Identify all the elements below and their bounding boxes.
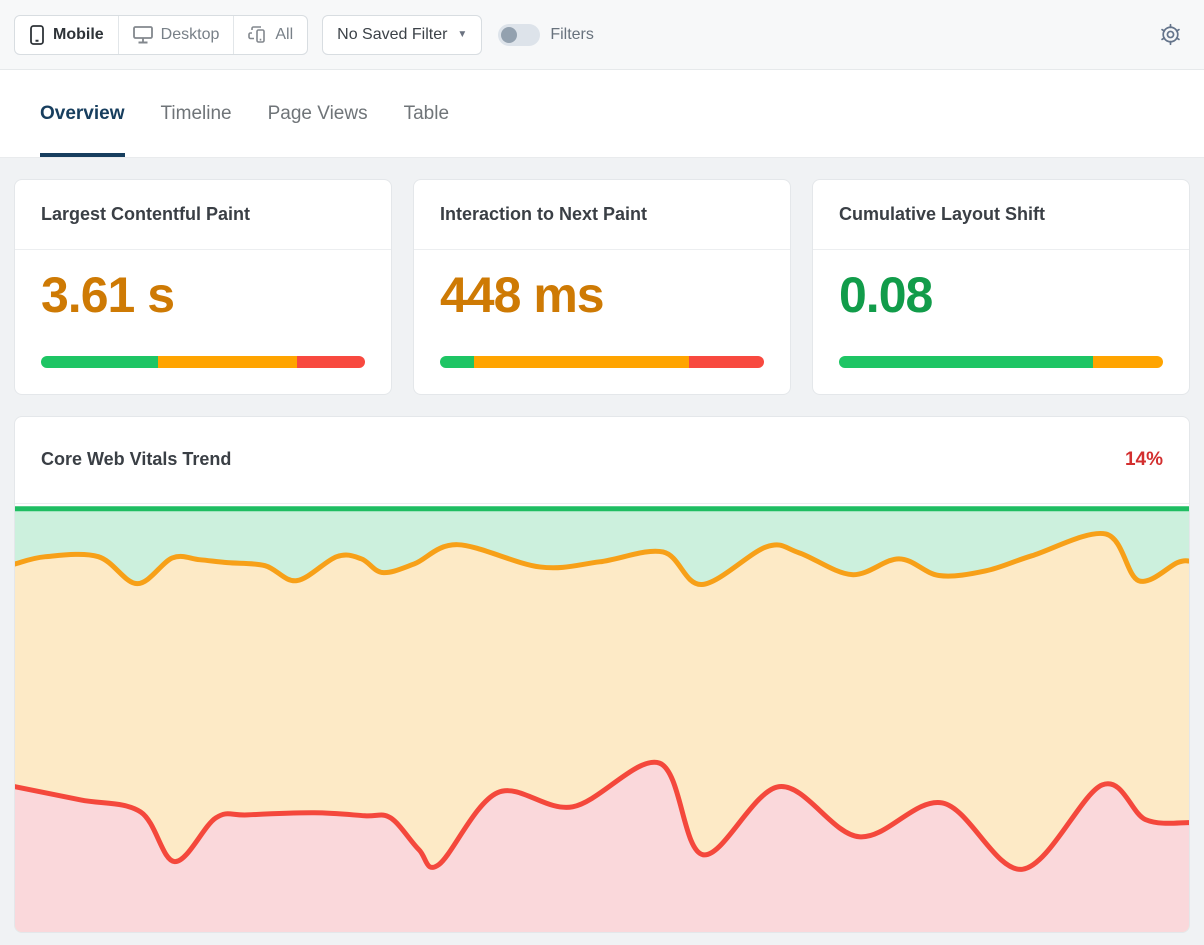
threshold-bar <box>839 356 1163 368</box>
device-tab-desktop[interactable]: Desktop <box>117 15 234 54</box>
toggle-knob <box>501 26 518 43</box>
trend-chart-svg <box>15 505 1189 932</box>
trend-title: Core Web Vitals Trend <box>41 449 232 470</box>
tab-timeline[interactable]: Timeline <box>161 70 232 157</box>
metric-title: Cumulative Layout Shift <box>839 204 1046 224</box>
tab-label: Table <box>403 102 450 124</box>
main-tabbar: Overview Timeline Page Views Table <box>0 70 1204 158</box>
tab-page-views[interactable]: Page Views <box>268 70 368 157</box>
threshold-bar <box>440 356 764 368</box>
tab-overview[interactable]: Overview <box>40 70 125 157</box>
threshold-bar <box>41 356 365 368</box>
metric-value: 3.61 s <box>41 267 175 323</box>
overview-content: Largest Contentful Paint 3.61 s Interact… <box>0 158 1204 933</box>
device-tab-label: Mobile <box>53 25 104 43</box>
filters-toggle-label: Filters <box>550 25 594 43</box>
devices-icon <box>248 25 267 44</box>
trend-area-chart <box>15 504 1189 932</box>
metric-value: 448 ms <box>440 267 605 323</box>
device-segmented-control: Mobile Desktop All <box>14 14 309 55</box>
device-tab-label: Desktop <box>160 25 220 43</box>
metric-card-lcp: Largest Contentful Paint 3.61 s <box>14 179 392 395</box>
phone-icon <box>29 24 45 45</box>
chevron-down-icon: ▼ <box>457 29 468 40</box>
core-web-vitals-trend-card: Core Web Vitals Trend 14% <box>14 416 1190 933</box>
gear-icon[interactable] <box>1159 23 1182 46</box>
filters-toggle[interactable] <box>498 23 541 46</box>
metric-cards-row: Largest Contentful Paint 3.61 s Interact… <box>14 179 1190 395</box>
device-tab-all[interactable]: All <box>233 15 307 54</box>
metric-card-inp: Interaction to Next Paint 448 ms <box>413 179 791 395</box>
tab-label: Overview <box>40 102 125 124</box>
tab-label: Page Views <box>267 102 368 124</box>
tab-table[interactable]: Table <box>404 70 449 157</box>
device-tab-label: All <box>275 25 294 43</box>
top-toolbar: Mobile Desktop All No Saved Filter ▼ <box>0 0 1204 70</box>
metric-value: 0.08 <box>839 267 933 323</box>
trend-badge: 14% <box>1124 448 1163 470</box>
metric-title: Largest Contentful Paint <box>41 204 251 224</box>
desktop-icon <box>132 25 153 44</box>
device-tab-mobile[interactable]: Mobile <box>15 16 118 54</box>
tab-label: Timeline <box>160 102 232 124</box>
metric-card-cls: Cumulative Layout Shift 0.08 <box>812 179 1190 395</box>
metric-title: Interaction to Next Paint <box>440 204 648 224</box>
saved-filter-label: No Saved Filter <box>337 25 448 43</box>
saved-filter-dropdown[interactable]: No Saved Filter ▼ <box>322 14 483 55</box>
